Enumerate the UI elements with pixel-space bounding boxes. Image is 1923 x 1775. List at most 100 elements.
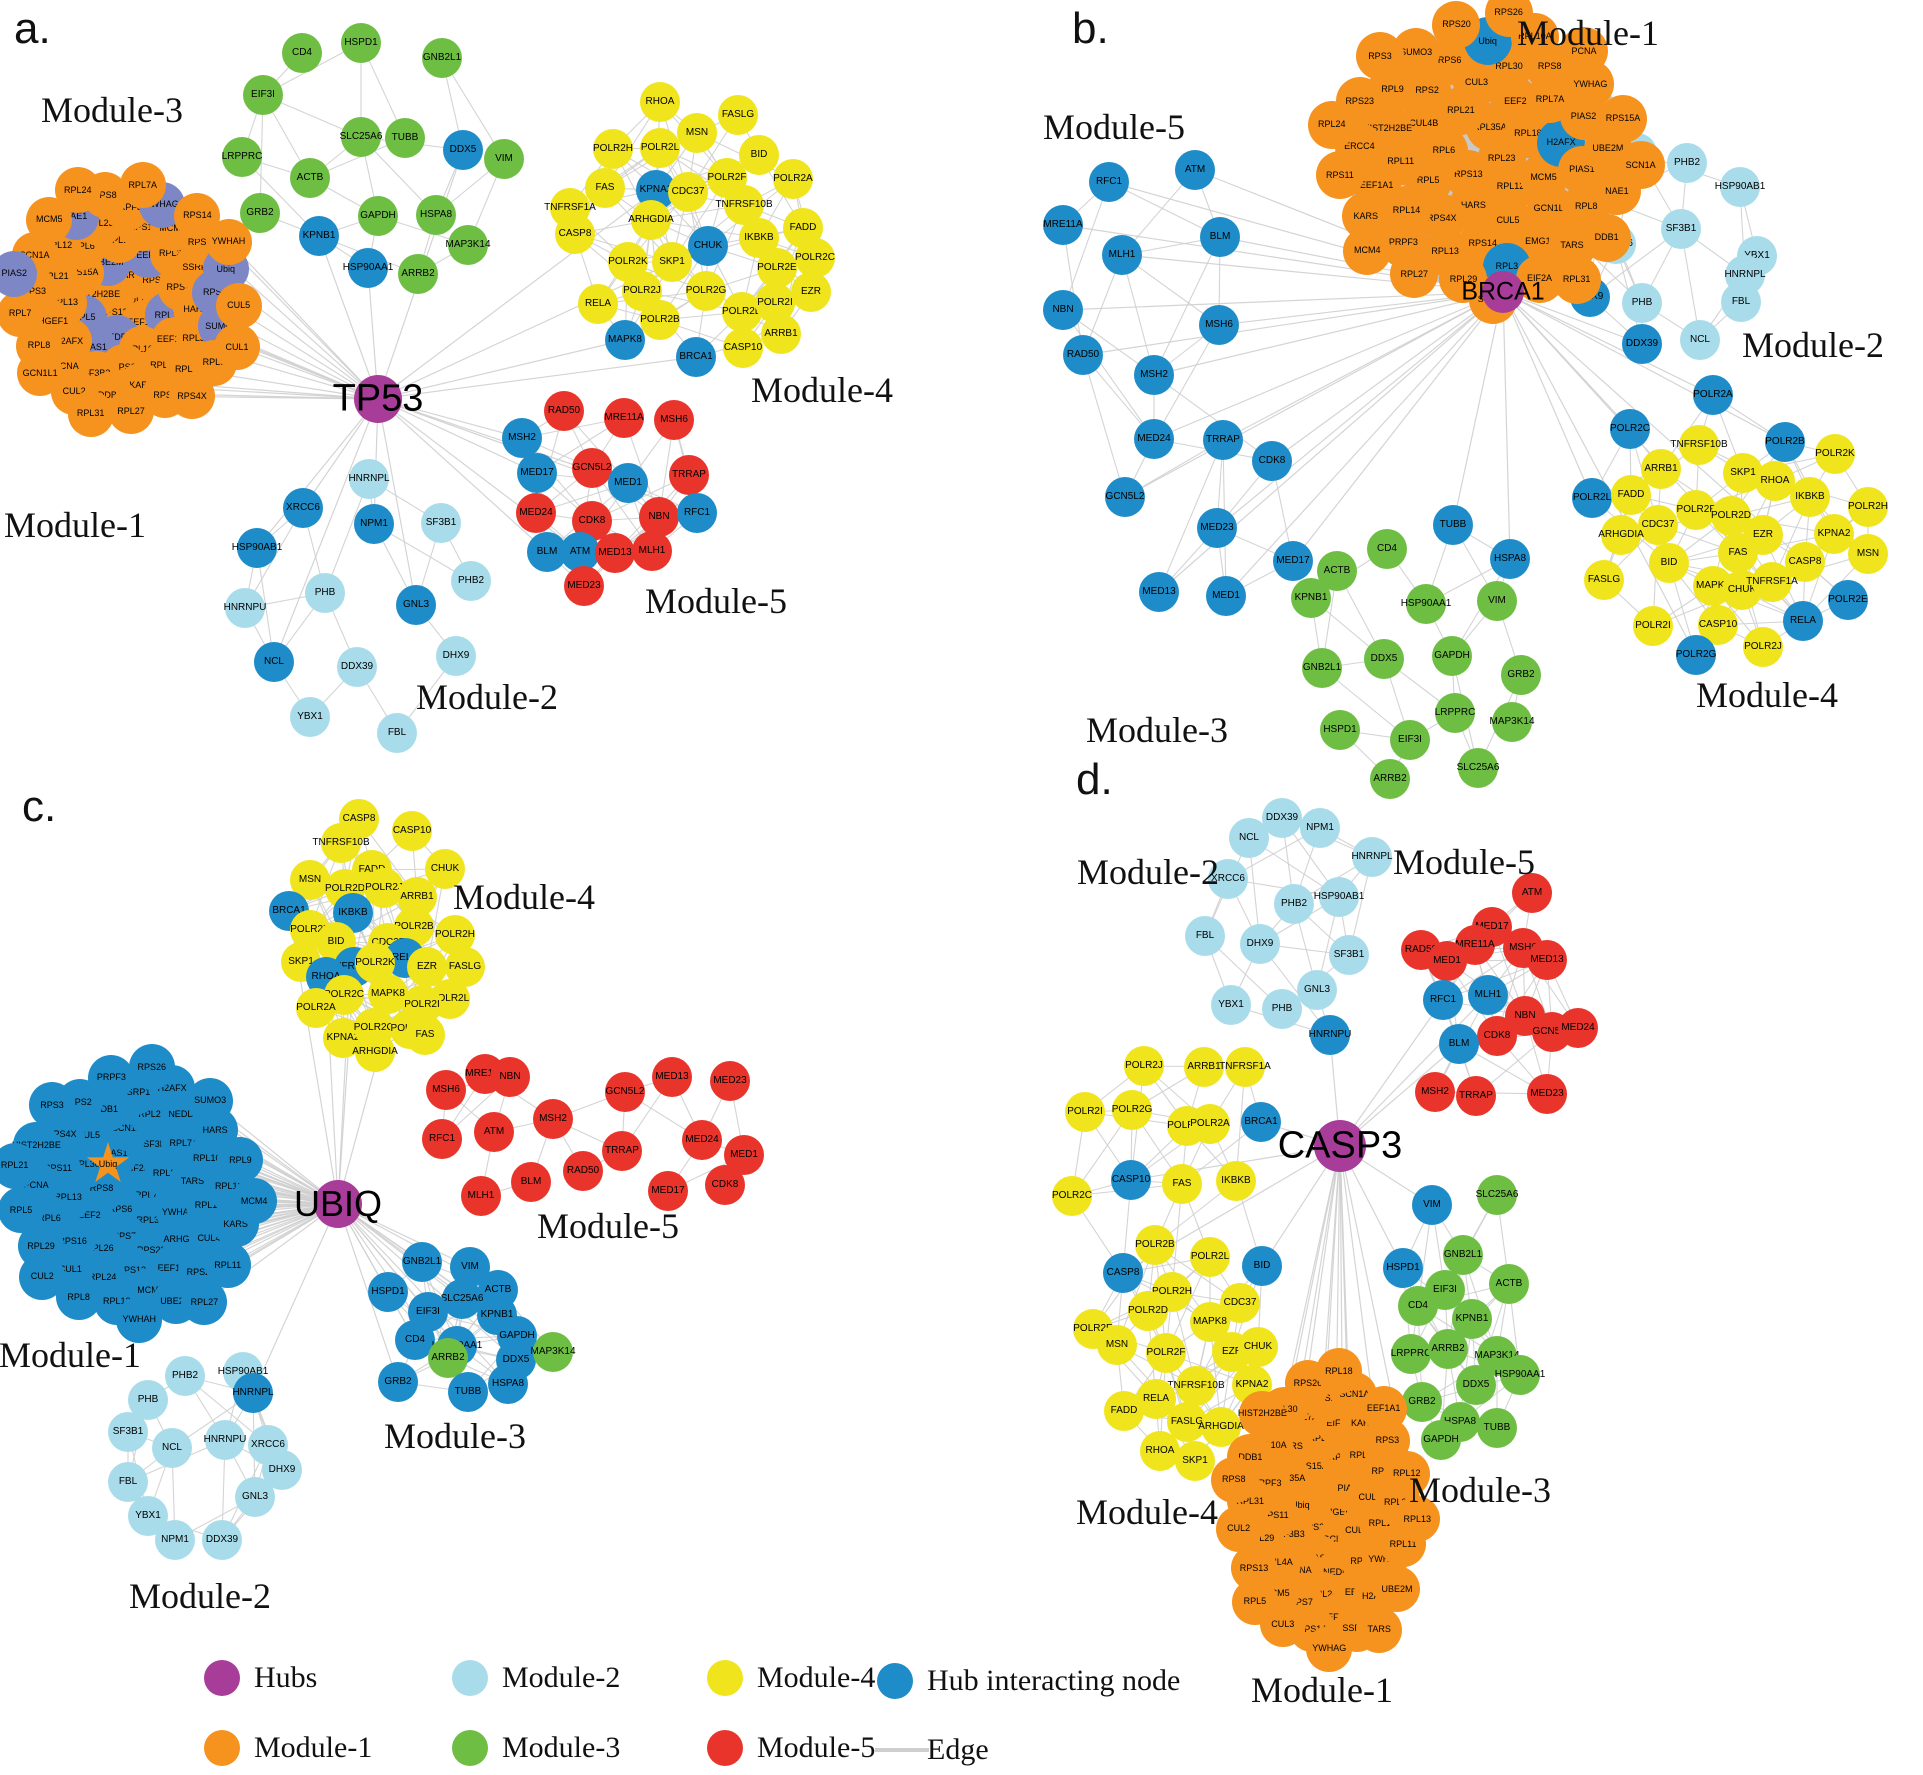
network-node[interactable]: CASP8 bbox=[1103, 1253, 1143, 1293]
network-node[interactable]: ARHGDIA bbox=[352, 1032, 398, 1072]
network-node[interactable]: MCM4 bbox=[1343, 226, 1392, 275]
network-node[interactable]: HSP90AB1 bbox=[1314, 877, 1364, 917]
network-node[interactable]: MED13 bbox=[1139, 572, 1179, 612]
network-node[interactable]: SUMO3 bbox=[187, 1077, 234, 1124]
network-node[interactable]: HSP90AA1 bbox=[1495, 1355, 1545, 1395]
network-node[interactable]: VIM bbox=[1477, 581, 1517, 621]
network-node[interactable]: MAP3K14 bbox=[1489, 702, 1535, 742]
network-node[interactable]: DHX9 bbox=[1240, 924, 1280, 964]
network-node[interactable]: HSP90AB1 bbox=[232, 528, 282, 568]
network-node[interactable]: HSPD1 bbox=[1383, 1248, 1423, 1288]
network-node[interactable]: RPL12 bbox=[1383, 1450, 1430, 1497]
network-node[interactable]: FADD bbox=[1104, 1391, 1144, 1431]
network-node[interactable]: POLR2I bbox=[1065, 1092, 1105, 1132]
network-node[interactable]: POLR2B bbox=[1135, 1225, 1175, 1265]
network-node[interactable]: GCN5L2 bbox=[1105, 477, 1145, 517]
network-node[interactable]: ARRB2 bbox=[428, 1338, 468, 1378]
network-node[interactable]: RHOA bbox=[1755, 461, 1795, 501]
network-node[interactable]: HNRNPU bbox=[1309, 1015, 1351, 1055]
network-node[interactable]: SLC25A6 bbox=[1476, 1175, 1518, 1215]
network-node[interactable]: CASP10 bbox=[1111, 1160, 1151, 1200]
network-node[interactable]: IKBKB bbox=[1216, 1161, 1256, 1201]
network-node[interactable]: ATM bbox=[474, 1112, 514, 1152]
network-node[interactable]: MSN bbox=[1097, 1325, 1137, 1365]
network-node[interactable]: GRB2 bbox=[378, 1362, 418, 1402]
network-node[interactable]: TRRAP bbox=[669, 455, 709, 495]
network-node[interactable]: HSP90AA1 bbox=[343, 248, 393, 288]
network-node[interactable]: MLH1 bbox=[461, 1176, 501, 1216]
network-node[interactable]: MSH6 bbox=[1199, 305, 1239, 345]
network-node[interactable]: RPL8 bbox=[55, 1274, 102, 1321]
network-node[interactable]: RPL27 bbox=[1390, 250, 1439, 299]
network-node[interactable]: YWHAH bbox=[205, 218, 252, 265]
network-node[interactable]: RPL7 bbox=[0, 290, 44, 337]
network-node[interactable]: NCL bbox=[1680, 320, 1720, 360]
network-node[interactable]: MAPK8 bbox=[605, 320, 645, 360]
network-node[interactable]: MSN bbox=[1848, 534, 1888, 574]
network-node[interactable]: BLM bbox=[511, 1162, 551, 1202]
network-node[interactable]: GCN1L1 bbox=[17, 350, 64, 396]
network-node[interactable]: DDX5 bbox=[1364, 639, 1404, 679]
network-node[interactable]: RFC1 bbox=[677, 493, 717, 533]
network-node[interactable]: MED1 bbox=[1427, 941, 1467, 981]
network-node[interactable]: RPS26 bbox=[128, 1044, 175, 1091]
network-node[interactable]: IKBKB bbox=[1790, 477, 1830, 517]
network-node[interactable]: RELA bbox=[578, 284, 618, 324]
network-node[interactable]: ARRB2 bbox=[1370, 759, 1410, 799]
network-node[interactable]: POLR2G bbox=[1676, 635, 1716, 675]
network-node[interactable]: POLR2H bbox=[1848, 487, 1888, 527]
network-node[interactable]: RFC1 bbox=[422, 1119, 462, 1159]
hub-node-casp3[interactable] bbox=[1314, 1120, 1366, 1172]
network-node[interactable]: CDK8 bbox=[1477, 1016, 1517, 1056]
hub-node-tp53[interactable] bbox=[354, 375, 402, 423]
network-node[interactable]: YWHAG bbox=[1306, 1625, 1353, 1672]
network-node[interactable]: KPNB1 bbox=[299, 216, 339, 256]
network-node[interactable]: ACTB bbox=[1489, 1264, 1529, 1304]
network-node[interactable]: GNL3 bbox=[396, 585, 436, 625]
network-node[interactable]: NCL bbox=[152, 1428, 192, 1468]
network-node[interactable]: NPM1 bbox=[354, 504, 394, 544]
network-node[interactable]: RPL24 bbox=[54, 167, 101, 214]
network-node[interactable]: CASP10 bbox=[392, 811, 432, 851]
network-node[interactable]: POLR2A bbox=[773, 159, 813, 199]
network-node[interactable]: HNRNPL bbox=[1351, 837, 1393, 877]
network-node[interactable]: RPL18 bbox=[1315, 1348, 1362, 1395]
network-node[interactable]: HNRNPL bbox=[232, 1373, 274, 1413]
network-node[interactable]: GNL3 bbox=[1297, 970, 1337, 1010]
network-node[interactable]: CASP8 bbox=[555, 214, 595, 254]
network-node[interactable]: LRPPRC bbox=[1391, 1334, 1431, 1374]
network-node[interactable]: GNB2L1 bbox=[1443, 1235, 1483, 1275]
network-node[interactable]: RPL31 bbox=[1552, 255, 1601, 304]
network-node[interactable]: SF3B1 bbox=[421, 503, 461, 543]
network-node[interactable]: HNRNPU bbox=[224, 588, 266, 628]
network-node[interactable]: NBN bbox=[490, 1057, 530, 1097]
network-node[interactable]: MAP3K14 bbox=[530, 1332, 576, 1372]
network-node[interactable]: SF3B1 bbox=[1329, 935, 1369, 975]
network-node[interactable]: CD4 bbox=[1398, 1286, 1438, 1326]
network-node[interactable]: PHB bbox=[305, 573, 345, 613]
network-node[interactable]: SKP1 bbox=[652, 242, 692, 282]
network-node[interactable]: TUBB bbox=[448, 1372, 488, 1412]
network-node[interactable]: HSPD1 bbox=[1320, 710, 1360, 750]
network-node[interactable]: RPL27 bbox=[107, 388, 154, 435]
network-node[interactable]: NCL bbox=[254, 642, 294, 682]
network-node[interactable]: CDC37 bbox=[668, 172, 708, 212]
network-node[interactable]: RPL5 bbox=[0, 1187, 45, 1234]
network-node[interactable]: PCNA bbox=[1560, 27, 1608, 76]
network-node[interactable]: ARRB1 bbox=[1184, 1047, 1224, 1087]
network-node[interactable]: CDK8 bbox=[705, 1165, 745, 1205]
network-node[interactable]: POLR2G bbox=[686, 271, 726, 311]
network-node[interactable]: ATM bbox=[1175, 150, 1215, 190]
network-node[interactable]: ATM bbox=[560, 532, 600, 572]
network-node[interactable]: TUBB bbox=[1477, 1408, 1517, 1448]
network-node[interactable]: PHB bbox=[1262, 989, 1302, 1029]
network-node[interactable]: TRRAP bbox=[602, 1131, 642, 1171]
network-node[interactable]: CHUK bbox=[425, 849, 465, 889]
network-node[interactable]: CD4 bbox=[395, 1320, 435, 1360]
network-node[interactable]: RFC1 bbox=[1089, 162, 1129, 202]
network-node[interactable]: POLR2L bbox=[1190, 1237, 1230, 1277]
network-node[interactable]: POLR2A bbox=[1190, 1104, 1230, 1144]
network-node[interactable]: FAS bbox=[1162, 1164, 1202, 1204]
network-node[interactable]: DDX39 bbox=[1622, 324, 1662, 364]
network-node[interactable]: TNFRSF10B bbox=[1167, 1366, 1225, 1406]
